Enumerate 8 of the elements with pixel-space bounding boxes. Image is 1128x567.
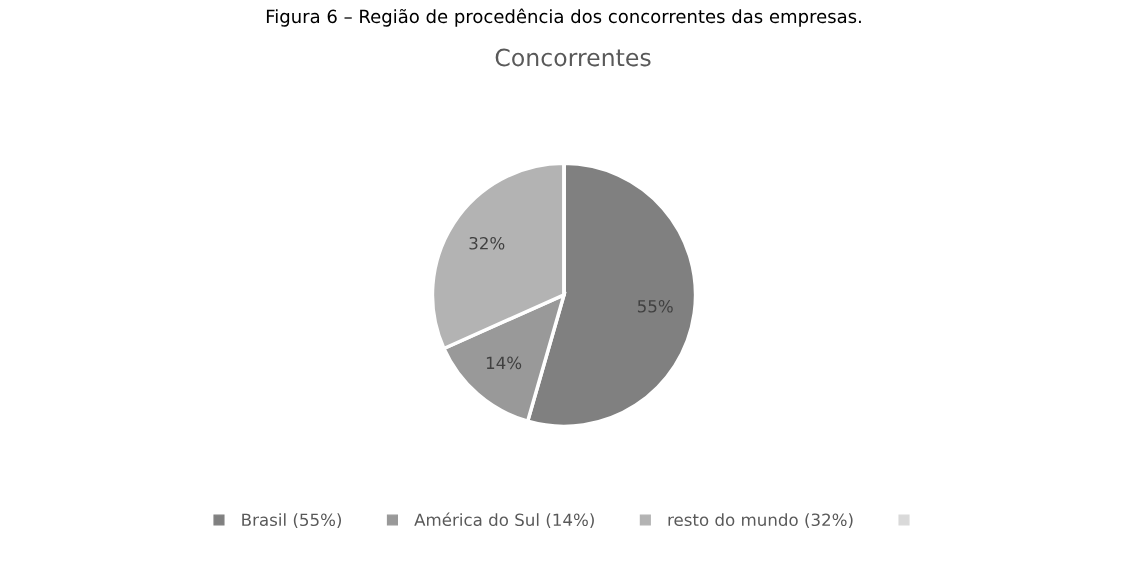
chart-title: Concorrentes — [495, 48, 651, 67]
data-label: 32% — [469, 236, 505, 250]
data-label: 55% — [637, 299, 673, 313]
text: Figura 6 – Região de procedência dos concorrentes das empresas. — [266, 8, 861, 27]
legend-label: resto do mundo (32%) — [668, 513, 853, 529]
data-label: 14% — [486, 356, 522, 370]
legend-label: América do Sul (14%) — [414, 512, 594, 529]
legend-label: Brasil (55%) — [242, 513, 342, 529]
